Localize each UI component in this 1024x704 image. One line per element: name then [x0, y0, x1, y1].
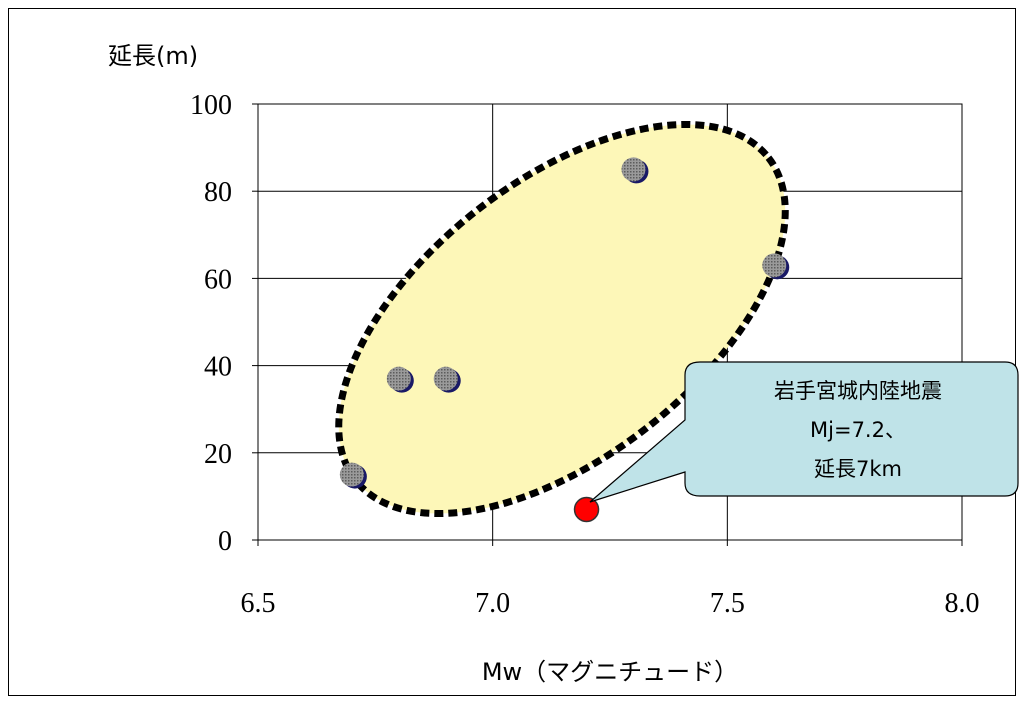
data-point-highlight [573, 496, 600, 523]
data-point [621, 157, 646, 182]
x-tick-label: 6.5 [241, 588, 276, 619]
callout-line-3: 延長7km [814, 457, 902, 481]
y-axis-label: 延長(m) [108, 42, 198, 70]
y-tick-label: 100 [190, 90, 232, 121]
x-tick-labels: 6.5 7.0 7.5 8.0 [241, 588, 980, 619]
y-tick-label: 20 [204, 439, 232, 470]
callout-line-2: Mj=7.2、 [810, 418, 906, 442]
data-point [386, 366, 411, 391]
data-point [339, 462, 364, 487]
data-point [433, 366, 458, 391]
y-tick-label: 80 [204, 177, 232, 208]
y-tick-labels: 0 20 40 60 80 100 [190, 90, 232, 557]
x-tick-label: 7.0 [475, 588, 510, 619]
x-tick-label: 8.0 [945, 588, 980, 619]
callout-line-1: 岩手宮城内陸地震 [774, 379, 942, 403]
y-tick-label: 0 [218, 526, 232, 557]
data-point [762, 253, 787, 278]
y-tick-label: 40 [204, 352, 232, 383]
y-tick-label: 60 [204, 264, 232, 295]
highlight-ellipse [335, 120, 789, 518]
callout-bubble [589, 361, 1019, 503]
data-points [339, 157, 790, 523]
x-axis-label: Mw（マグニチュード） [482, 658, 738, 686]
x-tick-label: 7.5 [710, 588, 745, 619]
annotation-callout: 岩手宮城内陸地震 Mj=7.2、 延長7km [589, 361, 1019, 503]
